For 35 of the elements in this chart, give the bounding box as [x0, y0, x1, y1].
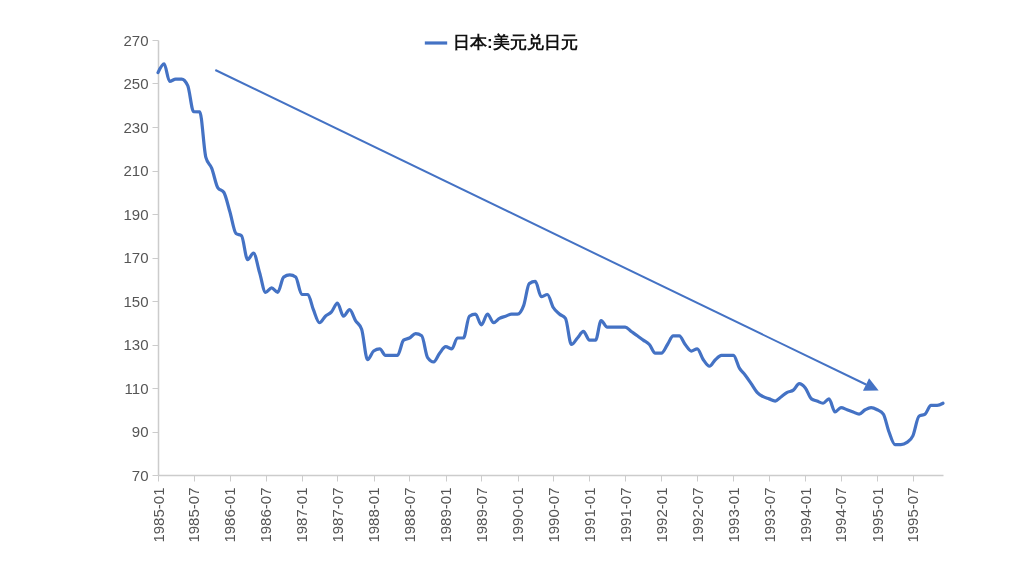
line-series — [156, 62, 945, 447]
x-tick-label: 1993-07 — [760, 487, 778, 543]
x-tick-label: 1990-01 — [509, 487, 527, 543]
y-tick-label: 170 — [123, 249, 149, 266]
x-tick-label: 1992-01 — [652, 487, 670, 543]
x-tick-label: 1995-07 — [904, 487, 922, 543]
x-tick-label: 1985-07 — [185, 487, 203, 543]
x-tick-label: 1985-01 — [149, 487, 167, 543]
y-tick-label: 190 — [123, 205, 149, 223]
y-tick-label: 210 — [123, 162, 149, 179]
x-tick-label: 1989-07 — [472, 487, 490, 543]
y-tick-label: 110 — [124, 379, 149, 397]
x-tick-label: 1988-07 — [400, 487, 418, 543]
y-tick-label: 270 — [123, 31, 149, 49]
x-tick-label: 1991-07 — [616, 487, 634, 543]
x-tick-label: 1987-01 — [293, 487, 311, 543]
x-tick-label: 1986-01 — [221, 487, 239, 543]
x-tick-label: 1994-07 — [832, 487, 850, 543]
x-tick-label: 1988-01 — [365, 487, 383, 543]
legend-label: 日本:美元兑日元 — [453, 33, 578, 52]
y-tick-label: 90 — [131, 423, 149, 440]
x-tick-label: 1992-07 — [688, 487, 706, 543]
y-tick-label: 230 — [123, 118, 149, 136]
y-tick-label: 250 — [123, 75, 149, 92]
x-tick-label: 1989-01 — [437, 487, 455, 543]
y-tick-label: 130 — [123, 336, 149, 353]
x-tick-label: 1995-01 — [868, 487, 886, 543]
x-tick-label: 1994-01 — [796, 487, 814, 543]
x-tick-label: 1987-07 — [328, 487, 346, 543]
x-tick-label: 1993-01 — [724, 487, 742, 543]
x-tick-label: 1990-07 — [544, 487, 562, 543]
y-tick-label: 70 — [131, 466, 149, 484]
x-tick-label: 1986-07 — [257, 487, 275, 543]
x-tick-label: 1991-01 — [580, 487, 598, 543]
y-tick-label: 150 — [123, 292, 149, 310]
